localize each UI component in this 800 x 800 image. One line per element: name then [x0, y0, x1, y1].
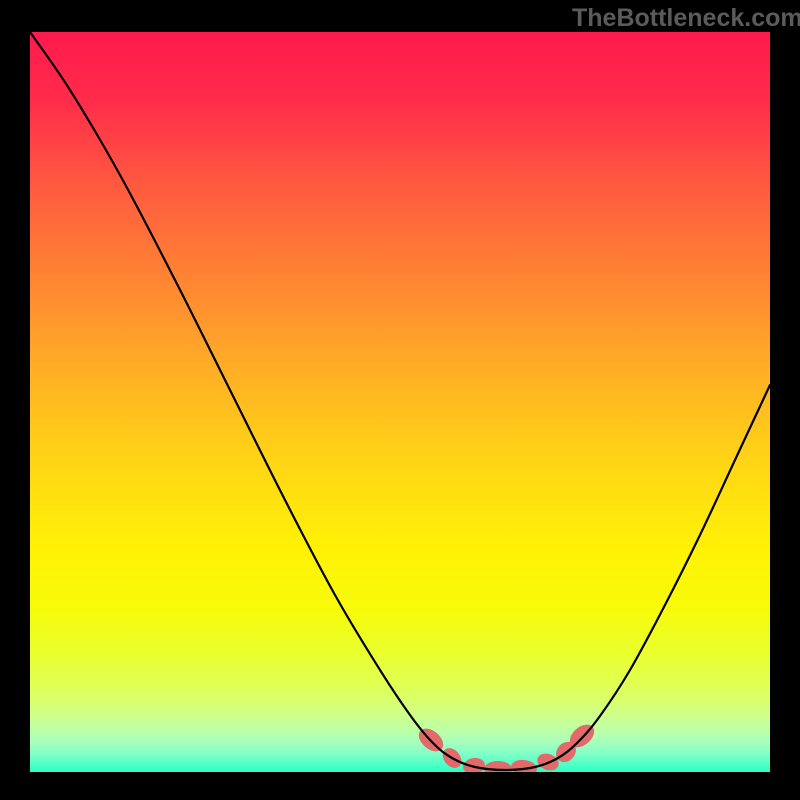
watermark-text: TheBottleneck.com: [572, 4, 800, 33]
gradient-background: [30, 32, 770, 772]
bottleneck-chart: [0, 0, 800, 800]
